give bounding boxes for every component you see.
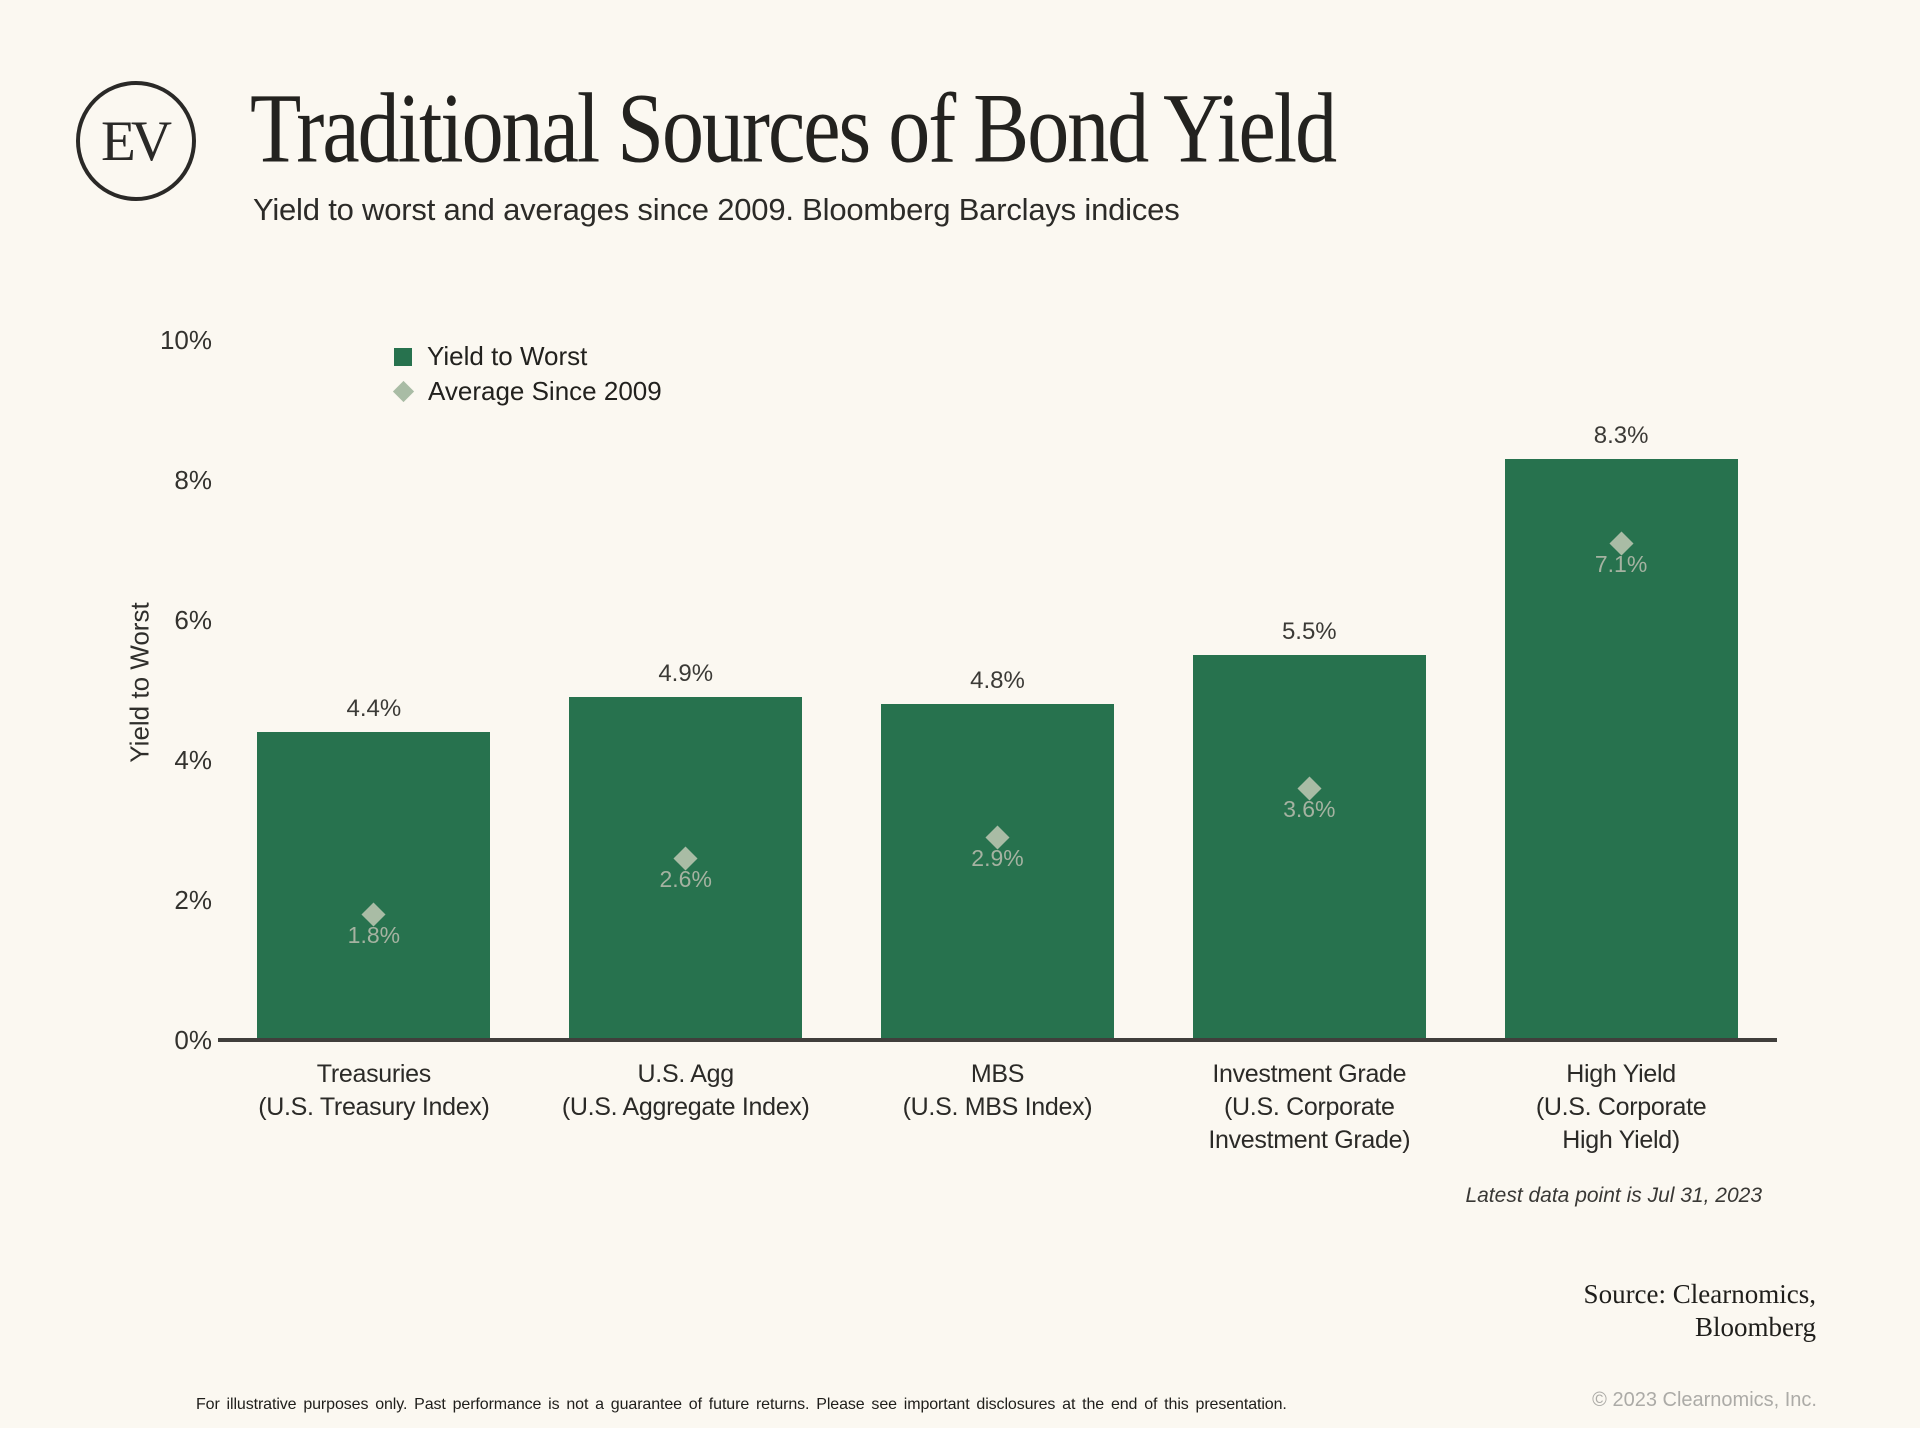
- legend-label: Average Since 2009: [428, 376, 662, 406]
- bar-value-label: 8.3%: [1593, 422, 1649, 449]
- source-note: Source: Clearnomics, Bloomberg: [1584, 1278, 1816, 1344]
- source-line-1: Source: Clearnomics,: [1583, 1279, 1816, 1309]
- x-category-label: MBS (U.S. MBS Index): [848, 1058, 1148, 1124]
- x-category-label-line: (U.S. MBS Index): [902, 1093, 1093, 1121]
- x-category-label-line: (U.S. Aggregate Index): [561, 1093, 810, 1121]
- bar-value-label: 5.5%: [1281, 618, 1337, 645]
- x-category-label: U.S. Agg (U.S. Aggregate Index): [536, 1058, 836, 1124]
- average-value-label: 2.6%: [659, 866, 712, 892]
- x-category-label: Treasuries (U.S. Treasury Index): [224, 1058, 524, 1124]
- x-category-label-line: (U.S. Corporate: [1224, 1093, 1395, 1121]
- average-value-label: 1.8%: [347, 922, 401, 948]
- legend-item: Yield to Worst: [394, 339, 662, 374]
- y-tick-label: 2%: [174, 885, 212, 915]
- bar-value-label: 4.4%: [346, 695, 402, 722]
- y-tick-label: 10%: [159, 325, 212, 355]
- y-tick-label: 4%: [174, 745, 212, 775]
- bar: [1192, 655, 1426, 1040]
- legend: Yield to Worst Average Since 2009: [392, 339, 662, 409]
- x-category-label: High Yield (U.S. Corporate High Yield): [1471, 1058, 1771, 1157]
- average-value-label: 7.1%: [1594, 551, 1648, 577]
- bar-value-label: 4.8%: [970, 667, 1025, 694]
- legend-label: Yield to Worst: [427, 341, 588, 371]
- legend-item: Average Since 2009: [392, 374, 662, 409]
- latest-data-note: Latest data point is Jul 31, 2023: [1465, 1184, 1762, 1207]
- y-tick-label: 0%: [174, 1025, 212, 1055]
- ev-logo-text: EV: [101, 109, 172, 173]
- average-value-label: 3.6%: [1283, 796, 1336, 822]
- x-category-label-line: MBS: [970, 1060, 1025, 1088]
- x-axis-line: [218, 1038, 1777, 1042]
- copyright: © 2023 Clearnomics, Inc.: [1592, 1389, 1817, 1411]
- y-tick-label: 6%: [174, 605, 212, 635]
- x-category-label-line: U.S. Agg: [637, 1060, 735, 1088]
- y-tick-label: 8%: [174, 465, 212, 495]
- x-category-label-line: Investment Grade): [1208, 1126, 1411, 1154]
- x-category-label-line: High Yield): [1562, 1126, 1680, 1154]
- bar: [257, 732, 491, 1040]
- x-category-label-line: (U.S. Corporate: [1535, 1093, 1707, 1121]
- bar: [1504, 459, 1738, 1040]
- x-category-label-line: Treasuries: [316, 1060, 431, 1088]
- average-value-label: 2.9%: [971, 845, 1024, 871]
- disclaimer: For illustrative purposes only. Past per…: [196, 1396, 1287, 1413]
- page-title: Traditional Sources of Bond Yield: [250, 74, 1337, 185]
- bottom-strip: [0, 1428, 1920, 1440]
- x-category-label: Investment Grade (U.S. Corporate Investmen…: [1159, 1058, 1459, 1157]
- bar: [881, 704, 1114, 1040]
- bar-value-label: 4.9%: [658, 660, 714, 687]
- x-category-label-line: Investment Grade: [1212, 1060, 1407, 1088]
- page-subtitle: Yield to worst and averages since 2009. …: [253, 192, 1180, 227]
- ev-logo: EV: [76, 81, 196, 201]
- legend-square-swatch: [394, 347, 412, 366]
- x-category-label-line: (U.S. Treasury Index): [258, 1093, 490, 1121]
- source-line-2: Bloomberg: [1695, 1312, 1816, 1342]
- legend-diamond-swatch: [392, 380, 415, 403]
- x-category-label-line: High Yield: [1566, 1060, 1676, 1088]
